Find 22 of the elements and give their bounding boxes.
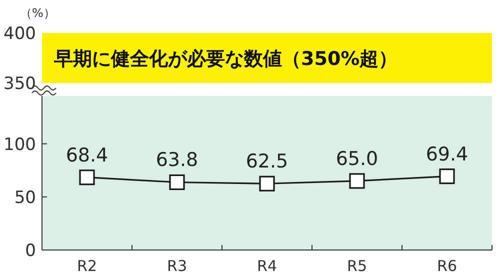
text: 400 (4, 24, 36, 44)
data-label: 69.4 (426, 143, 468, 166)
point (439, 168, 455, 184)
point (169, 174, 185, 190)
point (349, 173, 365, 189)
x-tick-label: R3 (167, 257, 187, 275)
x-tick-label: R5 (347, 257, 367, 275)
text: （%） (20, 6, 56, 20)
y-tick-label: 50 (14, 188, 36, 208)
data-label: 68.4 (66, 144, 108, 166)
point (79, 170, 95, 186)
data-label: 63.8 (156, 149, 198, 172)
x-tick-label: R4 (257, 257, 277, 275)
data-label: 65.0 (336, 148, 378, 170)
x-tick-label: R2 (77, 257, 97, 275)
y-tick-label: 0 (25, 241, 36, 261)
text: 350 (4, 74, 36, 94)
x-tick-label: R6 (437, 257, 457, 275)
text: 早期に健全化が必要な数値（350%超） (53, 48, 398, 70)
y-tick-label: 100 (4, 134, 36, 155)
data-label: 62.5 (246, 150, 288, 173)
point (259, 176, 275, 192)
